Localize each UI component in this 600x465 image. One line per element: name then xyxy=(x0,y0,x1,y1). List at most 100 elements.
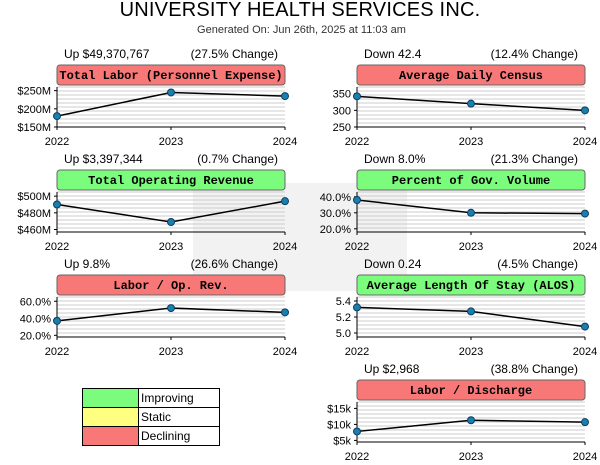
chart-x-tick-label: 2024 xyxy=(273,241,297,253)
chart-y-tick-label: 5.0 xyxy=(336,328,351,340)
chart-y-tick-label: 40.0% xyxy=(20,313,51,325)
chart-y-tick-label: 30.0% xyxy=(320,208,351,220)
chart-title: Total Operating Revenue xyxy=(88,174,254,188)
legend-item-static: Static xyxy=(83,408,219,427)
chart-data-point xyxy=(467,99,475,108)
chart-data-point xyxy=(281,308,289,317)
chart-change-text: Up 9.8% xyxy=(64,257,110,271)
chart-data-point xyxy=(353,303,361,312)
chart-x-tick-label: 2024 xyxy=(273,346,297,358)
chart-x-tick-label: 2023 xyxy=(159,346,183,358)
legend-swatch-declining xyxy=(83,427,139,445)
chart-data-point xyxy=(581,106,589,115)
legend-label-static: Static xyxy=(141,410,172,424)
chart-y-tick-label: $480M xyxy=(17,208,51,220)
legend-label-improving: Improving xyxy=(141,391,194,405)
chart-data-point xyxy=(353,92,361,101)
chart-y-tick-label: 5.2 xyxy=(336,312,351,324)
chart-data-point xyxy=(467,208,475,217)
chart-change-text: Down 42.4 xyxy=(364,47,422,61)
chart-data-point xyxy=(167,218,175,226)
chart-data-point xyxy=(281,197,289,206)
chart-x-tick-label: 2024 xyxy=(273,136,297,148)
chart-x-tick-label: 2023 xyxy=(159,136,183,148)
chart-x-tick-label: 2022 xyxy=(345,241,369,253)
chart-change-percent: (26.6% Change) xyxy=(191,257,278,271)
chart-data-point xyxy=(167,304,175,313)
generated-value: Jun 26th, 2025 at 11:03 am xyxy=(272,24,406,36)
chart-change-text: Down 0.24 xyxy=(364,257,422,271)
chart-x-tick-label: 2023 xyxy=(459,451,483,463)
chart-y-tick-label: 20.0% xyxy=(20,330,51,342)
chart-data-point xyxy=(581,322,589,331)
generated-timestamp: Generated On: Jun 26th, 2025 at 11:03 am xyxy=(0,24,600,37)
chart-title-bar xyxy=(56,274,286,296)
chart-title-bar xyxy=(56,169,286,191)
chart-change-text: Up $49,370,767 xyxy=(64,47,150,61)
chart-title-bar xyxy=(356,274,586,296)
chart-y-tick-label: $15k xyxy=(327,403,351,415)
chart-change-percent: (12.4% Change) xyxy=(491,47,578,61)
chart-data-point xyxy=(53,112,61,121)
chart-x-tick-label: 2023 xyxy=(459,346,483,358)
chart-title: Percent of Gov. Volume xyxy=(392,174,550,188)
chart-x-tick-label: 2022 xyxy=(345,346,369,358)
chart-title: Average Daily Census xyxy=(399,69,543,83)
chart-data-point xyxy=(467,416,475,425)
chart-change-percent: (0.7% Change) xyxy=(197,152,278,166)
chart-data-point xyxy=(353,427,361,436)
chart-x-tick-label: 2022 xyxy=(45,346,69,358)
legend-item-declining: Declining xyxy=(83,427,219,445)
chart-title-bar xyxy=(356,379,586,401)
legend-swatch-improving xyxy=(83,389,139,407)
chart-x-tick-label: 2022 xyxy=(45,136,69,148)
chart-data-point xyxy=(467,307,475,316)
chart-y-tick-label: $10k xyxy=(327,419,351,431)
legend-item-improving: Improving xyxy=(83,389,219,408)
chart-y-tick-label: $250M xyxy=(17,86,51,98)
chart-y-tick-label: 20.0% xyxy=(320,224,351,236)
chart-title: Average Length Of Stay (ALOS) xyxy=(367,279,576,293)
chart-y-tick-label: 60.0% xyxy=(20,296,51,308)
chart-data-point xyxy=(353,196,361,204)
chart-y-tick-label: $150M xyxy=(17,122,51,134)
chart-y-tick-label: 40.0% xyxy=(320,192,351,204)
chart-data-point xyxy=(53,200,61,209)
chart-change-percent: (4.5% Change) xyxy=(497,257,578,271)
chart-change-percent: (27.5% Change) xyxy=(191,47,278,61)
chart-x-tick-label: 2024 xyxy=(573,346,597,358)
page-title: UNIVERSITY HEALTH SERVICES INC. xyxy=(119,0,481,21)
legend-swatch-static xyxy=(83,408,139,426)
chart-change-text: Up $2,968 xyxy=(364,362,420,376)
chart-x-tick-label: 2024 xyxy=(573,136,597,148)
chart-x-tick-label: 2023 xyxy=(459,136,483,148)
chart-data-point xyxy=(281,92,289,101)
chart-data-point xyxy=(581,209,589,218)
generated-label: Generated On: xyxy=(197,24,270,36)
chart-x-tick-label: 2023 xyxy=(159,241,183,253)
legend-label-declining: Declining xyxy=(141,429,191,443)
chart-y-tick-label: $460M xyxy=(17,225,51,237)
chart-change-text: Down 8.0% xyxy=(364,152,426,166)
chart-title-bar xyxy=(56,64,286,86)
chart-y-tick-label: 250 xyxy=(333,122,351,134)
chart-change-text: Up $3,397,344 xyxy=(64,152,143,166)
chart-change-percent: (21.3% Change) xyxy=(491,152,578,166)
chart-y-tick-label: $5k xyxy=(333,435,351,447)
chart-title-bar xyxy=(356,64,586,86)
chart-x-tick-label: 2022 xyxy=(345,136,369,148)
chart-data-point xyxy=(167,88,175,97)
chart-title: Total Labor (Personnel Expense) xyxy=(59,69,282,83)
chart-title: Labor / Op. Rev. xyxy=(113,279,228,293)
chart-y-tick-label: 350 xyxy=(333,89,351,101)
chart-data-point xyxy=(53,316,61,325)
chart-change-percent: (38.8% Change) xyxy=(491,362,578,376)
chart-title: Labor / Discharge xyxy=(410,384,532,398)
chart-title-bar xyxy=(356,169,586,191)
chart-x-tick-label: 2022 xyxy=(45,241,69,253)
legend: Improving Static Declining xyxy=(82,388,220,446)
chart-x-tick-label: 2024 xyxy=(573,241,597,253)
chart-x-tick-label: 2023 xyxy=(459,241,483,253)
chart-x-tick-label: 2022 xyxy=(345,451,369,463)
